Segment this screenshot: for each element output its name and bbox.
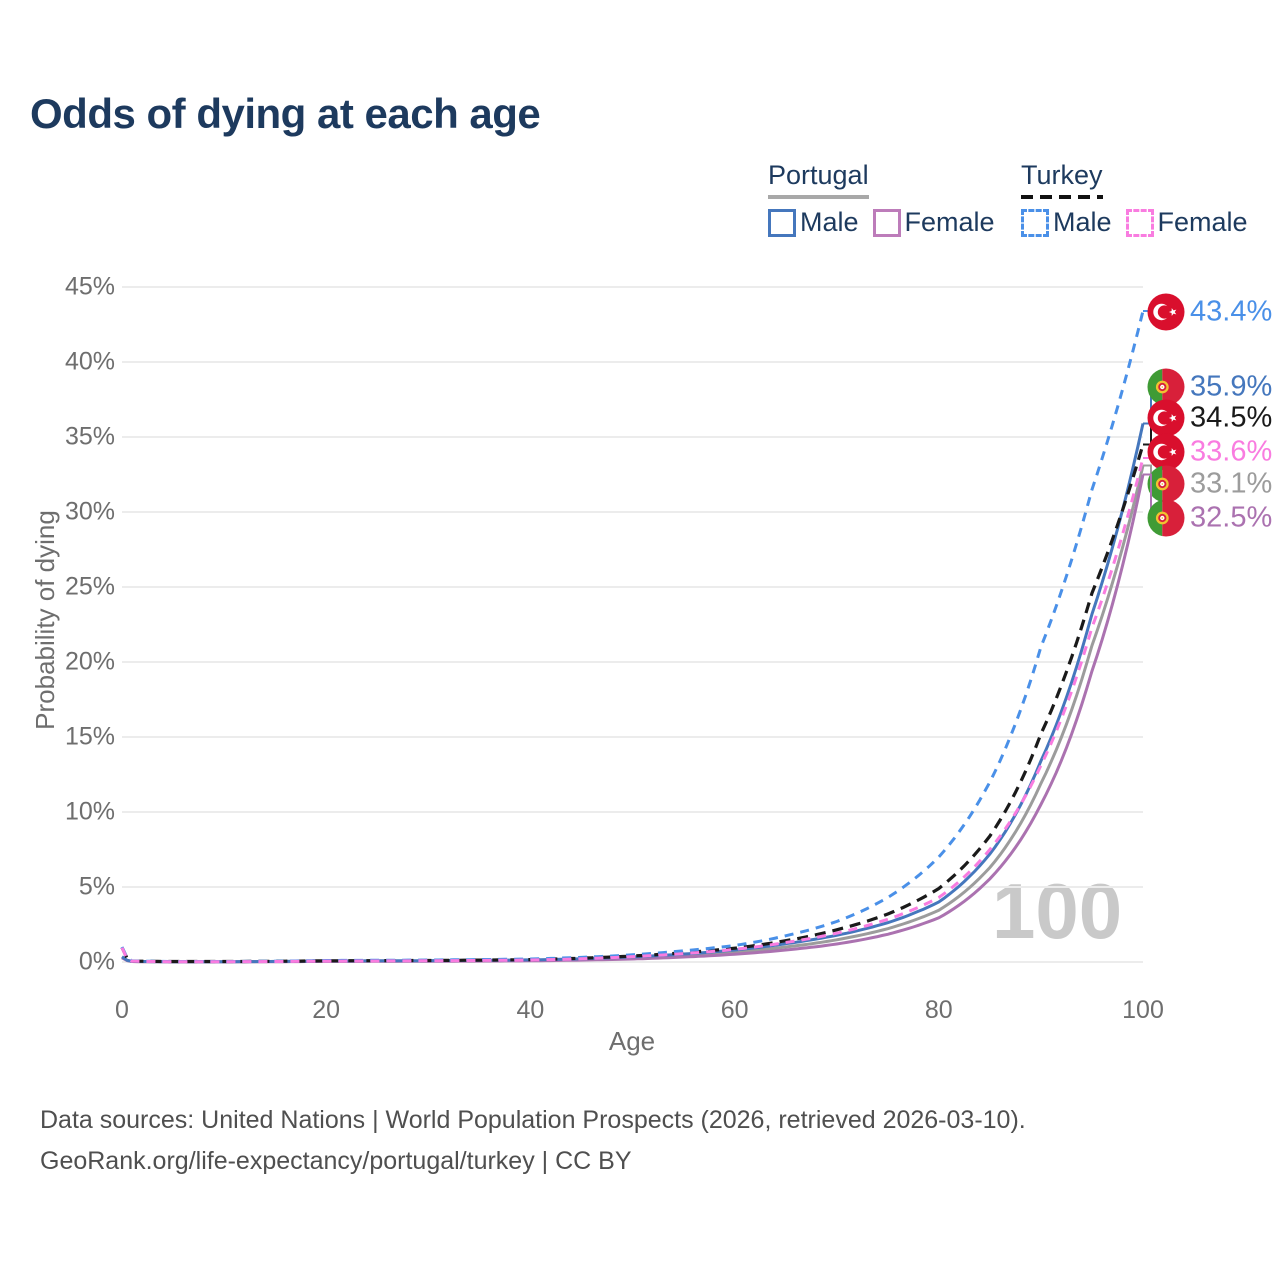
legend-group-turkey: Turkey Male Female: [1021, 160, 1248, 238]
x-axis-title: Age: [608, 1026, 656, 1056]
y-tick-label: 20%: [64, 647, 115, 676]
legend-swatch-portugal-male[interactable]: [768, 208, 796, 237]
y-tick-label: 45%: [64, 272, 115, 301]
x-tick-label: 40: [516, 996, 545, 1024]
legend-item-turkey-female[interactable]: Female: [1125, 207, 1248, 238]
line-series-portugal_male: [121, 423, 1145, 964]
turkey-flag-icon: [1147, 399, 1185, 437]
legend-item-portugal-female-label: Female: [904, 207, 995, 237]
line-series-turkey_male: [120, 310, 1145, 963]
end-value-label-turkey_male: 43.4%: [1190, 295, 1273, 328]
x-tick-label: 80: [924, 996, 953, 1024]
y-tick-label: 10%: [64, 797, 115, 826]
turkey-flag-icon: [1147, 293, 1185, 331]
end-value-label-turkey_female: 33.6%: [1190, 435, 1273, 468]
line-series-turkey_female: [120, 457, 1145, 964]
legend-item-turkey-female-label: Female: [1157, 207, 1248, 237]
line-series-portugal_female: [121, 474, 1145, 964]
age-counter-watermark: 100: [992, 867, 1123, 955]
x-tick-label: 60: [720, 996, 749, 1024]
y-tick-label: 40%: [64, 347, 115, 376]
legend-swatch-turkey-male[interactable]: [1021, 208, 1049, 237]
x-tick-label: 0: [115, 996, 129, 1024]
legend-item-portugal-male[interactable]: Male: [768, 207, 859, 238]
legend-country-turkey-label: Turkey: [1021, 160, 1103, 190]
footer-data-sources: Data sources: United Nations | World Pop…: [40, 1106, 1026, 1134]
legend-swatch-turkey-female[interactable]: [1125, 208, 1154, 237]
legend-item-turkey-male[interactable]: Male: [1021, 207, 1112, 238]
legend-items-portugal: Male Female: [768, 207, 995, 238]
x-tick-label: 100: [1122, 996, 1164, 1024]
legend-item-portugal-female[interactable]: Female: [872, 207, 995, 238]
footer-attribution: GeoRank.org/life-expectancy/portugal/tur…: [40, 1147, 632, 1175]
y-tick-label: 35%: [64, 422, 115, 451]
legend-group-portugal: Portugal Male Female: [768, 160, 995, 238]
portugal-flag-icon: [1147, 368, 1185, 406]
turkey-flag-icon: [1147, 433, 1185, 471]
legend-underline-turkey-dashed: [1021, 195, 1103, 199]
legend-country-portugal: Portugal: [768, 160, 869, 199]
portugal-flag-icon: [1147, 499, 1185, 537]
end-value-label-portugal_male: 35.9%: [1190, 370, 1273, 403]
line-series-turkey_all: [120, 444, 1145, 964]
y-tick-label: 30%: [64, 497, 115, 526]
y-tick-label: 5%: [78, 872, 115, 901]
x-tick-label: 20: [312, 996, 341, 1024]
legend-country-portugal-label: Portugal: [768, 160, 869, 190]
end-value-label-portugal_female: 32.5%: [1190, 501, 1273, 534]
legend-country-turkey: Turkey: [1021, 160, 1103, 199]
y-tick-label: 15%: [64, 722, 115, 751]
legend-item-turkey-male-label: Male: [1053, 207, 1112, 237]
page-title: Odds of dying at each age: [30, 90, 541, 137]
end-value-label-turkey_all: 34.5%: [1190, 401, 1273, 434]
legend-item-portugal-male-label: Male: [800, 207, 859, 237]
portugal-flag-icon: [1147, 465, 1185, 503]
end-value-label-portugal_all: 33.1%: [1190, 467, 1273, 500]
y-tick-label: 25%: [64, 572, 115, 601]
legend-underline-portugal-solid: [768, 195, 869, 199]
legend-items-turkey: Male Female: [1021, 207, 1248, 238]
y-tick-label: 0%: [78, 947, 115, 976]
legend-swatch-portugal-female[interactable]: [872, 208, 901, 237]
